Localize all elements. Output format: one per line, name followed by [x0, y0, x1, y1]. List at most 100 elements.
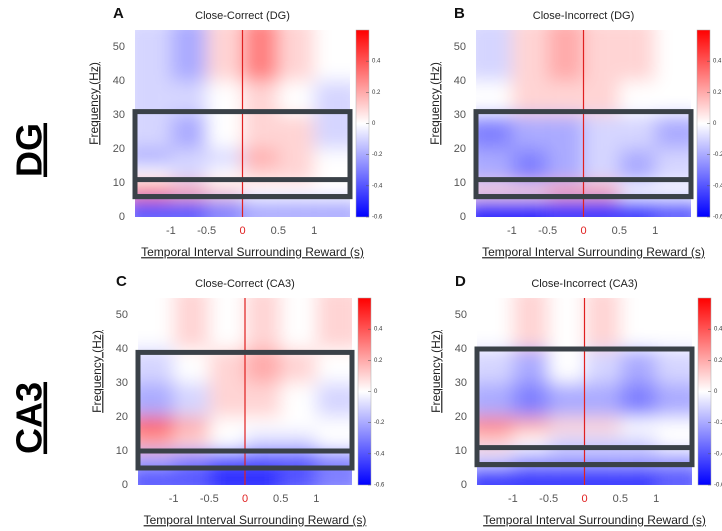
- y-tick-label: 50: [113, 41, 125, 53]
- heat-cell: [173, 468, 210, 485]
- heat-cell: [655, 115, 691, 149]
- x-tick-label: -1: [508, 493, 518, 505]
- y-tick-label: 50: [116, 309, 128, 321]
- heatmap-cells: [477, 298, 692, 485]
- heat-cell: [209, 383, 245, 417]
- x-tick-label: 0.5: [613, 493, 628, 505]
- heatmap-cells: [138, 298, 352, 485]
- colorbar-tick-label: -0.2: [713, 152, 722, 158]
- heat-cell: [278, 149, 315, 166]
- x-tick-label: 0: [581, 493, 587, 505]
- y-tick-label: 40: [113, 75, 125, 87]
- panel-letter: D: [455, 273, 466, 290]
- colorbar-tick-label: -0.2: [714, 420, 722, 426]
- y-tick-label: 30: [116, 377, 128, 389]
- x-tick-label: 0: [580, 225, 586, 237]
- x-tick-label: -0.5: [197, 225, 216, 237]
- heat-cell: [314, 30, 350, 81]
- heat-cell: [619, 115, 656, 149]
- heat-cell: [583, 115, 620, 149]
- y-tick-label: 10: [113, 177, 125, 189]
- heat-cell: [135, 149, 171, 166]
- heat-cell: [476, 30, 512, 81]
- heat-cell: [547, 30, 584, 81]
- heat-cell: [209, 417, 245, 434]
- y-axis-label: Frequency (Hz): [428, 62, 442, 145]
- x-axis-label: Temporal Interval Surrounding Reward (s): [483, 513, 706, 527]
- colorbar-tick-label: 0.4: [713, 59, 722, 65]
- heat-cell: [138, 434, 174, 451]
- panel-letter: A: [113, 5, 124, 22]
- y-tick-label: 30: [454, 109, 466, 121]
- heat-cell: [477, 298, 513, 349]
- colorbar-tick-label: -0.4: [714, 451, 722, 457]
- heat-cell: [547, 149, 584, 166]
- y-tick-label: 40: [454, 75, 466, 87]
- colorbar-tick-label: 0.2: [372, 90, 381, 96]
- heat-cell: [476, 149, 512, 166]
- colorbar-tick-label: -0.4: [713, 183, 722, 189]
- y-tick-label: 10: [454, 177, 466, 189]
- heat-cell: [280, 434, 317, 451]
- y-tick-label: 20: [454, 143, 466, 155]
- x-tick-label: -1: [166, 225, 176, 237]
- colorbar-tick-label: -0.6: [713, 215, 722, 221]
- heat-cell: [242, 115, 279, 149]
- heat-cell: [316, 298, 352, 349]
- y-axis-label: Frequency (Hz): [429, 330, 443, 413]
- heat-cell: [620, 383, 657, 417]
- heat-cell: [316, 468, 352, 485]
- heat-cell: [620, 417, 657, 434]
- heat-cell: [512, 417, 549, 434]
- y-tick-label: 20: [116, 411, 128, 423]
- x-tick-label: -1: [169, 493, 179, 505]
- heat-cell: [547, 200, 584, 217]
- x-tick-label: -1: [507, 225, 517, 237]
- x-axis-label: Temporal Interval Surrounding Reward (s): [141, 245, 364, 259]
- heat-cell: [278, 200, 315, 217]
- y-tick-label: 20: [455, 411, 467, 423]
- x-tick-label: 1: [652, 225, 658, 237]
- y-tick-label: 0: [460, 211, 466, 223]
- heat-cell: [245, 298, 281, 349]
- heat-cell: [584, 468, 621, 485]
- heat-cell: [477, 383, 513, 417]
- chart-title: Close-Incorrect (CA3): [531, 278, 637, 290]
- colorbar-tick-label: -0.4: [372, 183, 383, 189]
- heat-cell: [135, 30, 171, 81]
- heat-cell: [245, 451, 281, 468]
- heat-cell: [170, 200, 207, 217]
- heat-cell: [245, 468, 281, 485]
- heat-cell: [314, 200, 350, 217]
- x-axis-label: Temporal Interval Surrounding Reward (s): [482, 245, 705, 259]
- heat-cell: [584, 298, 621, 349]
- heat-cell: [583, 149, 620, 166]
- heat-cell: [584, 349, 621, 383]
- heat-cell: [209, 468, 245, 485]
- y-axis-label: Frequency (Hz): [90, 330, 104, 413]
- chart-title: Close-Incorrect (DG): [533, 10, 634, 22]
- heat-cell: [511, 30, 548, 81]
- colorbar-tick-label: 0: [713, 121, 717, 127]
- heat-cell: [280, 451, 317, 468]
- y-tick-label: 10: [455, 445, 467, 457]
- colorbar-tick-label: 0.4: [714, 327, 722, 333]
- heat-cell: [209, 451, 245, 468]
- heat-cell: [655, 30, 691, 81]
- heat-cell: [656, 417, 692, 434]
- heat-cell: [206, 149, 243, 166]
- heat-cell: [620, 298, 657, 349]
- heat-cell: [242, 200, 279, 217]
- heat-cell: [170, 115, 207, 149]
- heat-cell: [280, 298, 317, 349]
- row-label: CA3: [9, 382, 50, 454]
- heat-cell: [583, 30, 620, 81]
- band-box: [473, 177, 694, 200]
- heat-cell: [476, 200, 512, 217]
- heat-cell: [314, 149, 350, 166]
- heat-cell: [477, 468, 513, 485]
- heat-cell: [135, 200, 171, 217]
- x-tick-label: 0.5: [273, 493, 288, 505]
- heat-cell: [245, 417, 281, 434]
